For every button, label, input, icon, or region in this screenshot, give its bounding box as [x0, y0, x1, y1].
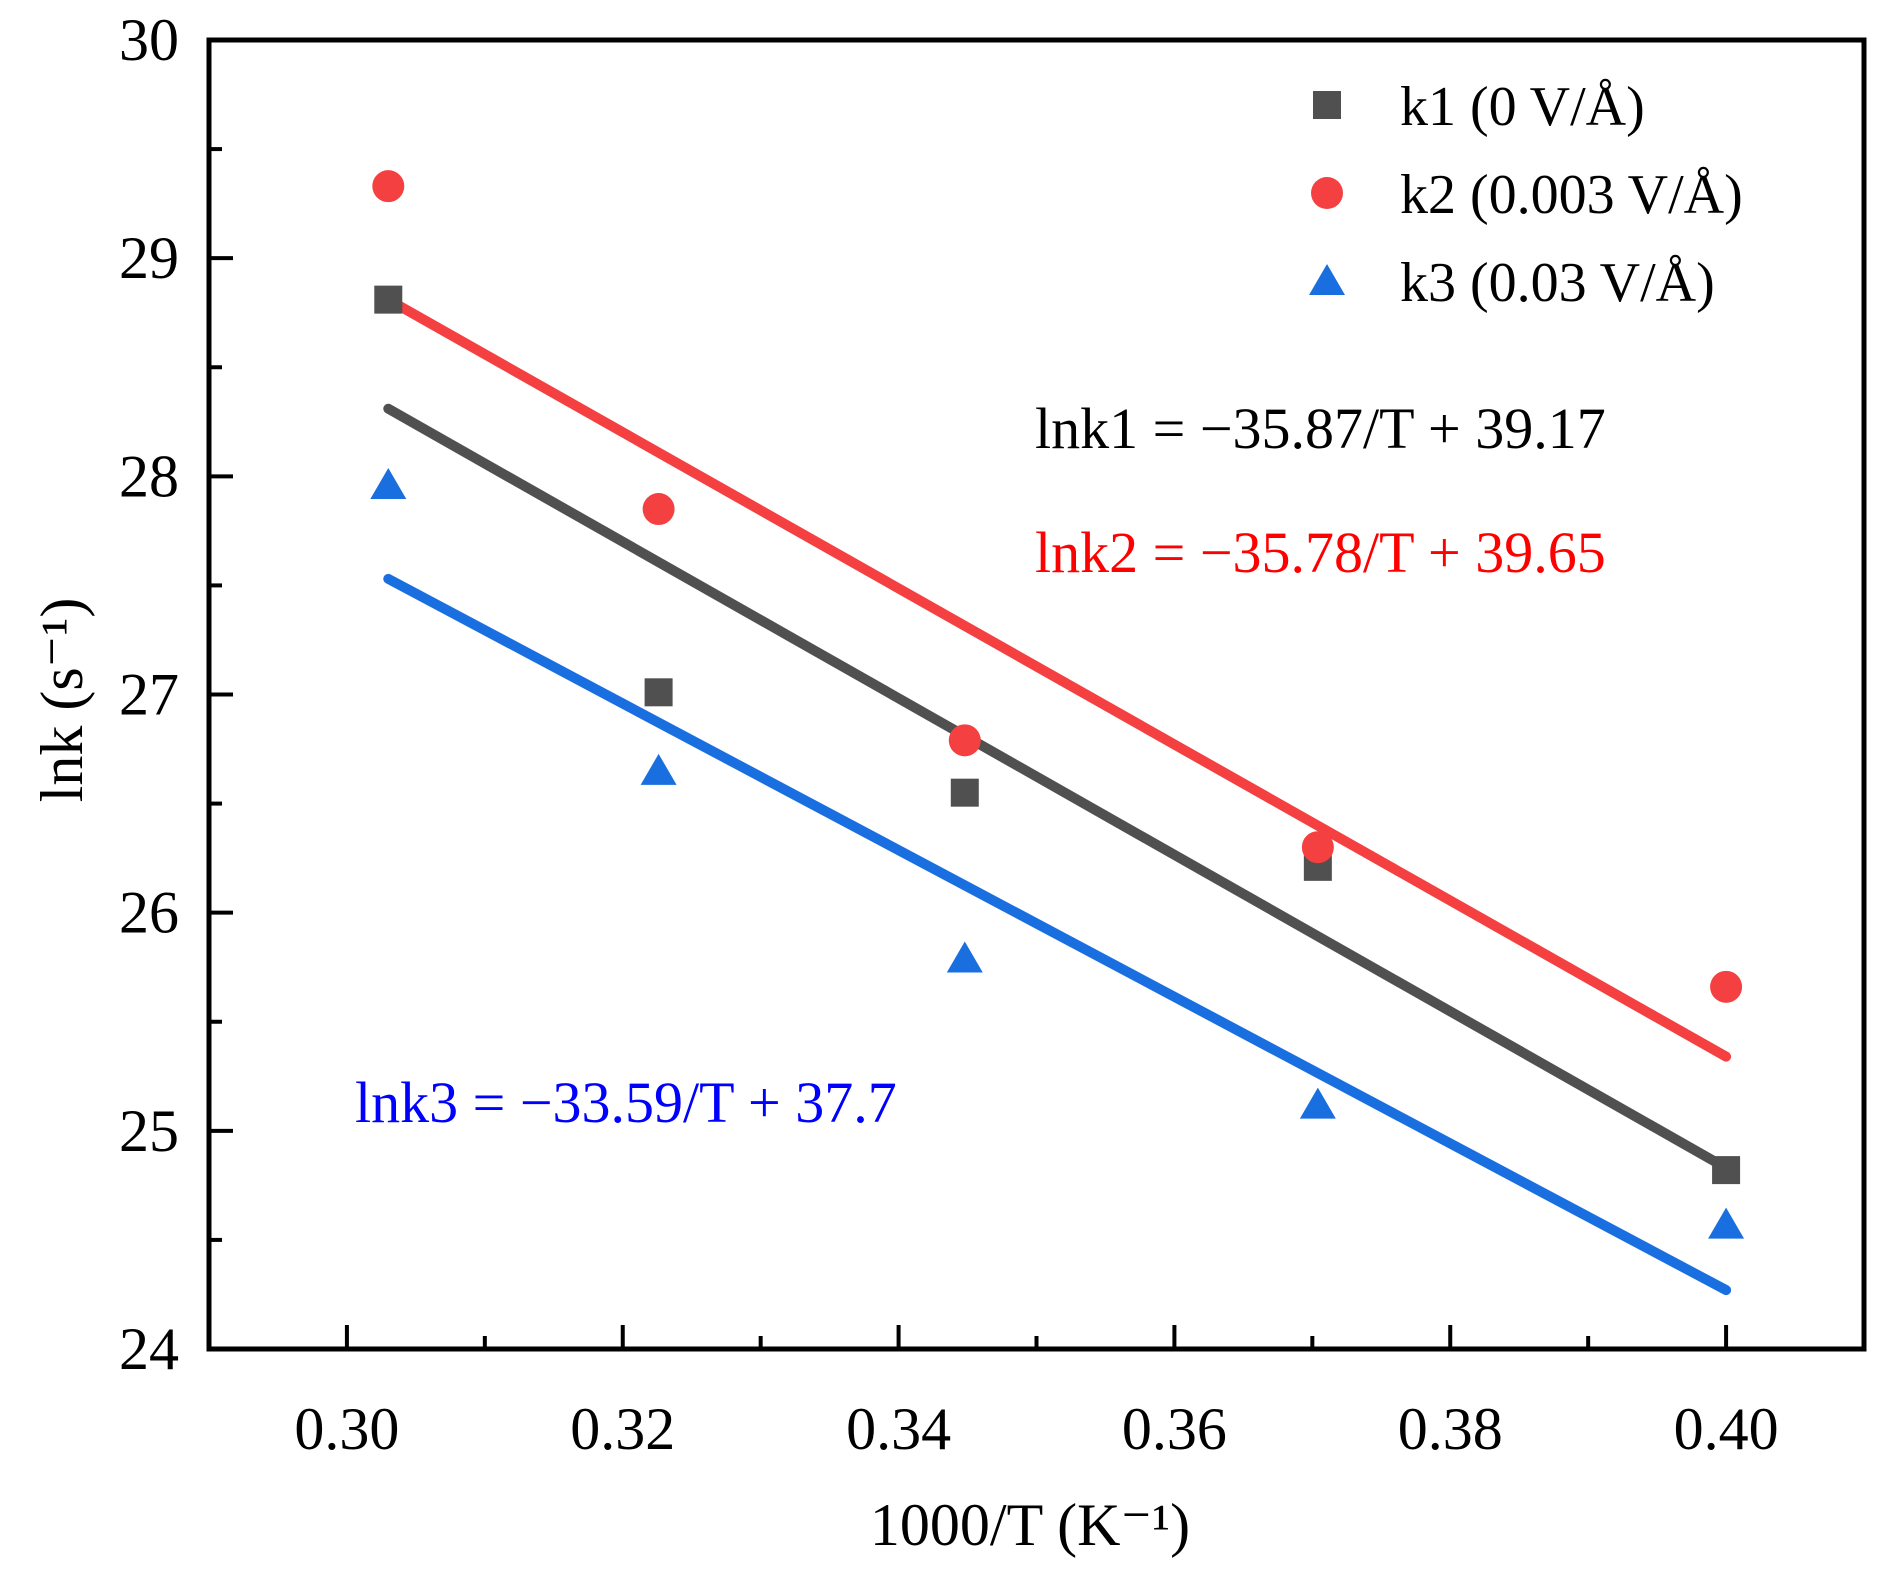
y-tick-label: 29 [119, 225, 179, 291]
data-point-k2-4 [1301, 831, 1334, 864]
y-tick-label: 26 [119, 880, 179, 946]
data-point-k3-5 [1708, 1207, 1745, 1239]
legend-label-k1: k1 (0 V/Å) [1400, 76, 1645, 138]
triangle-marker-icon [1309, 264, 1345, 295]
x-tick-label: 0.36 [1122, 1396, 1227, 1462]
x-tick-label: 0.38 [1398, 1396, 1503, 1462]
square-marker-icon [1313, 91, 1341, 119]
y-axis-title: lnk (s⁻¹) [29, 598, 95, 803]
axes: 0.30 0.32 0.34 0.36 0.38 0.40 24 25 26 27 28 29 30 [119, 7, 1867, 1462]
fit-equation-k2: lnk2 = −35.78/T + 39.65 [1035, 520, 1606, 585]
y-tick-label: 27 [119, 662, 179, 728]
fit-line-3 [383, 573, 1732, 1296]
y-tick-label: 30 [119, 7, 179, 73]
data-point-k2-2 [642, 493, 675, 526]
fit-line-2 [383, 294, 1732, 1062]
y-tick-label: 25 [119, 1098, 179, 1164]
legend-label-k2: k2 (0.003 V/Å) [1400, 164, 1743, 226]
y-tick-label: 24 [119, 1316, 179, 1382]
data-point-k1-5 [1712, 1156, 1741, 1185]
legend-label-k3: k3 (0.03 V/Å) [1400, 252, 1715, 314]
x-tick-label: 0.40 [1674, 1396, 1779, 1462]
data-point-k1-2 [644, 678, 673, 707]
fit-equations: lnk1 = −35.87/T + 39.17 lnk2 = −35.78/T +… [355, 396, 1606, 1135]
data-point-k2-1 [372, 170, 405, 203]
data-point-k3-4 [1299, 1087, 1336, 1119]
data-point-k2-3 [948, 724, 981, 757]
fit-equation-k3: lnk3 = −33.59/T + 37.7 [355, 1070, 897, 1135]
x-tick-label: 0.30 [294, 1396, 399, 1462]
y-tick-label: 28 [119, 443, 179, 509]
data-point-k1-3 [950, 778, 979, 807]
fit-equation-k1: lnk1 = −35.87/T + 39.17 [1035, 396, 1606, 461]
data-point-k2-5 [1710, 970, 1743, 1003]
data-point-k3-3 [946, 941, 983, 973]
fit-line-1 [383, 403, 1732, 1173]
x-tick-label: 0.32 [570, 1396, 675, 1462]
plot-area [370, 170, 1745, 1296]
circle-marker-icon [1311, 177, 1343, 209]
x-axis-title: 1000/T (K⁻¹) [870, 1492, 1190, 1558]
data-point-k1-1 [374, 285, 403, 314]
data-point-k3-2 [640, 753, 677, 785]
legend: k1 (0 V/Å) k2 (0.003 V/Å) k3 (0.03 V/Å) [1309, 76, 1743, 314]
plot-frame [206, 37, 1867, 1352]
data-point-k3-1 [370, 468, 407, 500]
x-tick-label: 0.34 [846, 1396, 951, 1462]
